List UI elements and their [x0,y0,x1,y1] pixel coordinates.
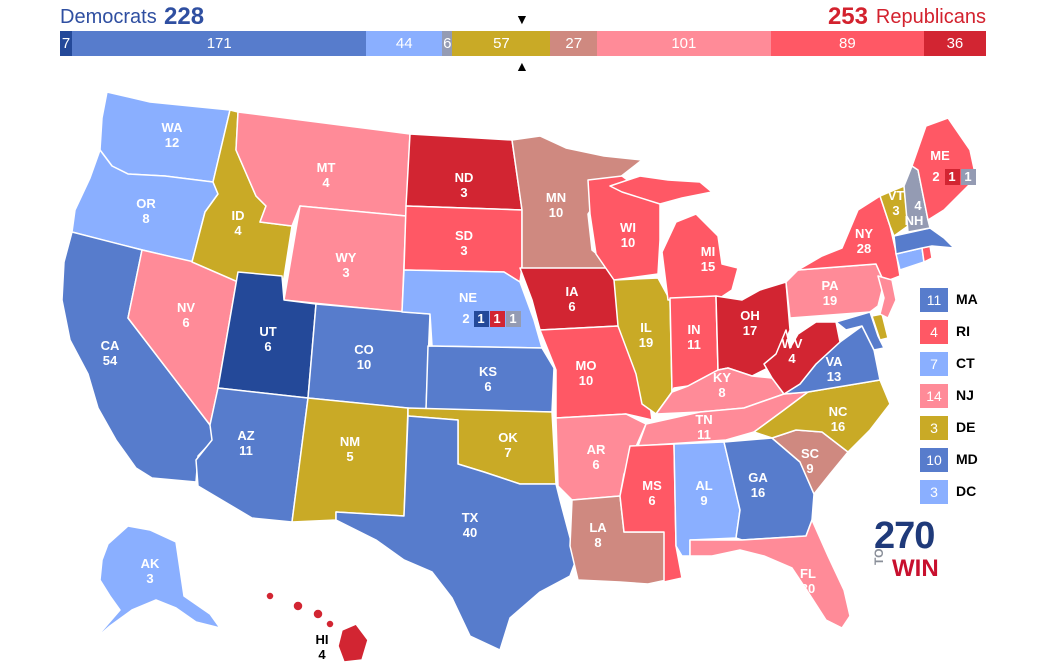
label-oh: OH 17 [740,308,760,338]
legend-ev-box[interactable]: 10 [920,448,948,472]
me-district-1: 1 [948,169,955,184]
legend-state-name: DE [956,419,975,435]
logo-win: WIN [892,555,939,583]
label-pa: PA 19 [821,278,839,308]
270towin-logo: 270 TO WIN [872,515,972,585]
legend-ev-box[interactable]: 4 [920,320,948,344]
label-in: IN 11 [687,322,701,352]
legend-state-name: DC [956,483,976,499]
ne-district-3: 1 [509,311,516,326]
legend-state-name: NJ [956,387,974,403]
label-wi: WI 10 [620,220,636,250]
label-hi: HI 4 [316,632,329,662]
me-statewide-ev: 2 [932,169,939,184]
me-district-2: 1 [964,169,971,184]
state-hi-island-3[interactable] [313,609,323,619]
state-hi[interactable] [338,624,368,662]
legend-row-ct[interactable]: 7 CT [920,352,1030,376]
legend-ev-box[interactable]: 14 [920,384,948,408]
label-az: AZ 11 [237,428,254,458]
state-hi-island-2[interactable] [293,601,303,611]
label-mi: MI 15 [701,244,715,274]
legend-row-ri[interactable]: 4 RI [920,320,1030,344]
legend-row-md[interactable]: 10 MD [920,448,1030,472]
legend-row-ma[interactable]: 11 MA [920,288,1030,312]
label-il: IL 19 [639,320,653,350]
legend-state-name: RI [956,323,970,339]
legend-state-name: MD [956,451,978,467]
legend-state-name: CT [956,355,975,371]
label-va: VA 13 [825,354,843,384]
state-hi-island-4[interactable] [326,620,334,628]
label-co: CO 10 [354,342,374,372]
label-me: ME [930,148,950,163]
legend-state-name: MA [956,291,978,307]
legend-row-nj[interactable]: 14 NJ [920,384,1030,408]
label-fl: FL 30 [800,566,816,596]
ne-district-1: 1 [477,311,484,326]
legend-ev-box[interactable]: 3 [920,480,948,504]
legend-ev-box[interactable]: 3 [920,416,948,440]
legend-row-dc[interactable]: 3 DC [920,480,1030,504]
label-nc: NC 16 [829,404,848,434]
maine-districts: 2 1 1 [932,169,976,185]
legend-row-de[interactable]: 3 DE [920,416,1030,440]
state-ak[interactable] [94,526,220,640]
label-ca: CA 54 [101,338,120,368]
ne-statewide-ev: 2 [462,311,469,326]
label-mn: MN 10 [546,190,566,220]
state-hi-island-1[interactable] [266,592,274,600]
label-tn: TN 11 [695,412,712,442]
logo-to: TO [872,549,886,565]
label-ny: NY 28 [855,226,873,256]
label-tx: TX 40 [462,510,479,540]
legend-ev-box[interactable]: 11 [920,288,948,312]
ne-district-2: 1 [493,311,500,326]
legend-ev-box[interactable]: 7 [920,352,948,376]
label-ne: NE [459,290,477,305]
